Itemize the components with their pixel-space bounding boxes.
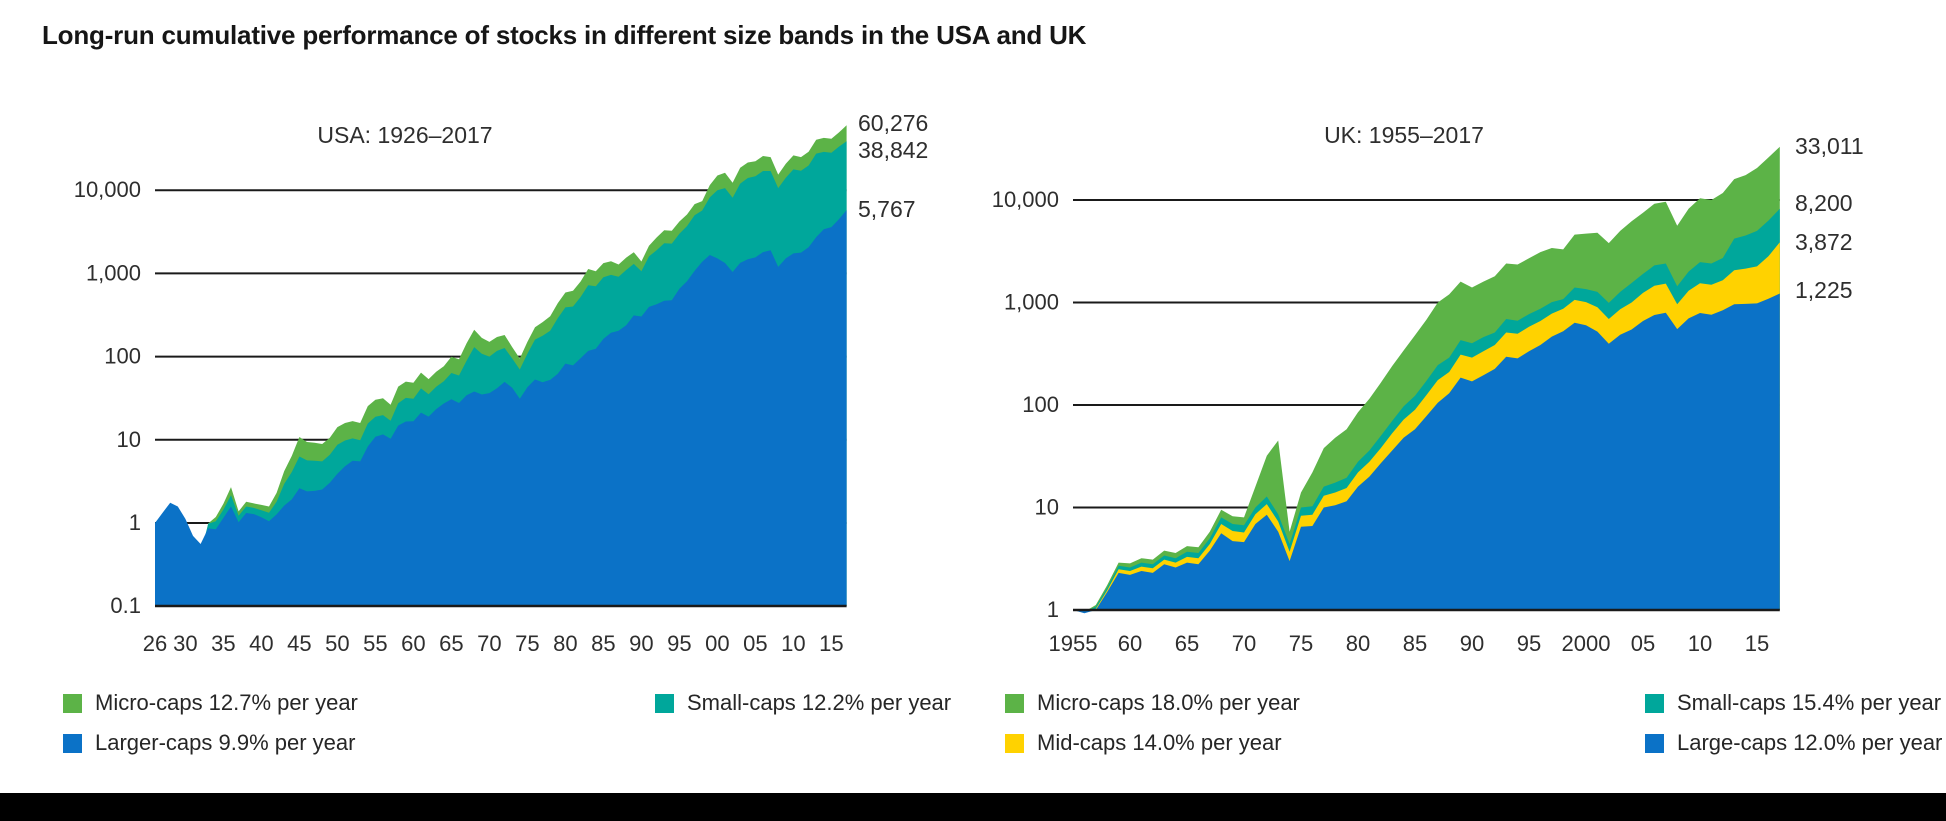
svg-text:45: 45 xyxy=(287,631,311,656)
svg-text:1955: 1955 xyxy=(1049,631,1098,656)
large-caps-swatch xyxy=(1645,733,1664,753)
svg-text:26: 26 xyxy=(143,631,167,656)
svg-text:0.1: 0.1 xyxy=(110,593,141,618)
svg-text:33,011: 33,011 xyxy=(1795,133,1864,159)
svg-text:85: 85 xyxy=(1403,631,1427,656)
svg-text:70: 70 xyxy=(1232,631,1256,656)
svg-text:55: 55 xyxy=(363,631,387,656)
micro-caps-swatch xyxy=(63,693,82,713)
svg-text:95: 95 xyxy=(1517,631,1541,656)
legend-label: Small-caps 12.2% per year xyxy=(687,690,952,715)
svg-text:15: 15 xyxy=(819,631,843,656)
svg-text:70: 70 xyxy=(477,631,501,656)
svg-text:10,000: 10,000 xyxy=(74,177,141,202)
legend-label: Small-caps 15.4% per year xyxy=(1677,690,1942,715)
svg-text:10: 10 xyxy=(117,427,141,452)
svg-text:5,767: 5,767 xyxy=(858,196,916,222)
svg-text:65: 65 xyxy=(439,631,463,656)
legend-label: Large-caps 12.0% per year xyxy=(1677,730,1943,755)
larger-caps-swatch xyxy=(63,733,82,753)
svg-text:10: 10 xyxy=(1688,631,1712,656)
svg-text:90: 90 xyxy=(1460,631,1484,656)
svg-text:40: 40 xyxy=(249,631,273,656)
svg-text:15: 15 xyxy=(1745,631,1769,656)
legend-label: Larger-caps 9.9% per year xyxy=(95,730,356,755)
small-caps-swatch xyxy=(655,693,674,713)
svg-text:3,872: 3,872 xyxy=(1795,229,1853,255)
svg-text:8,200: 8,200 xyxy=(1795,190,1853,216)
svg-text:75: 75 xyxy=(1289,631,1313,656)
svg-text:1: 1 xyxy=(129,510,141,535)
svg-text:60: 60 xyxy=(1118,631,1142,656)
mid-caps-swatch xyxy=(1005,733,1024,753)
svg-text:100: 100 xyxy=(104,344,141,369)
svg-text:UK: 1955–2017: UK: 1955–2017 xyxy=(1324,122,1484,148)
svg-text:10,000: 10,000 xyxy=(992,187,1059,212)
bottom-bar xyxy=(0,793,1946,821)
svg-text:USA: 1926–2017: USA: 1926–2017 xyxy=(317,122,492,148)
svg-text:80: 80 xyxy=(1346,631,1370,656)
svg-text:95: 95 xyxy=(667,631,691,656)
svg-text:2000: 2000 xyxy=(1562,631,1611,656)
legend-item-usa-micro: Micro-caps 12.7% per year xyxy=(63,688,358,718)
svg-text:1: 1 xyxy=(1047,597,1059,622)
svg-text:10: 10 xyxy=(781,631,805,656)
svg-text:35: 35 xyxy=(211,631,235,656)
svg-text:60: 60 xyxy=(401,631,425,656)
svg-text:85: 85 xyxy=(591,631,615,656)
legend-label: Micro-caps 18.0% per year xyxy=(1037,690,1300,715)
legend-item-usa-larger: Larger-caps 9.9% per year xyxy=(63,728,355,758)
svg-text:80: 80 xyxy=(553,631,577,656)
svg-text:1,000: 1,000 xyxy=(86,260,141,285)
svg-text:65: 65 xyxy=(1175,631,1199,656)
svg-text:38,842: 38,842 xyxy=(858,137,928,163)
micro-caps-swatch xyxy=(1005,693,1024,713)
legend-item-uk-mid: Mid-caps 14.0% per year xyxy=(1005,728,1282,758)
svg-text:75: 75 xyxy=(515,631,539,656)
svg-text:50: 50 xyxy=(325,631,349,656)
legend-label: Mid-caps 14.0% per year xyxy=(1037,730,1282,755)
svg-text:60,276: 60,276 xyxy=(858,110,928,136)
small-caps-swatch xyxy=(1645,693,1664,713)
svg-text:05: 05 xyxy=(1631,631,1655,656)
legend-item-uk-small: Small-caps 15.4% per year xyxy=(1645,688,1941,718)
svg-text:1,225: 1,225 xyxy=(1795,277,1853,303)
svg-text:90: 90 xyxy=(629,631,653,656)
svg-text:05: 05 xyxy=(743,631,767,656)
svg-text:100: 100 xyxy=(1022,392,1059,417)
svg-text:1,000: 1,000 xyxy=(1004,290,1059,315)
svg-text:10: 10 xyxy=(1035,495,1059,520)
legend-label: Micro-caps 12.7% per year xyxy=(95,690,358,715)
legend-item-uk-large: Large-caps 12.0% per year xyxy=(1645,728,1942,758)
legend-item-uk-micro: Micro-caps 18.0% per year xyxy=(1005,688,1300,718)
svg-text:00: 00 xyxy=(705,631,729,656)
legend-item-usa-small: Small-caps 12.2% per year xyxy=(655,688,951,718)
page-title: Long-run cumulative performance of stock… xyxy=(42,20,1087,50)
svg-text:30: 30 xyxy=(173,631,197,656)
